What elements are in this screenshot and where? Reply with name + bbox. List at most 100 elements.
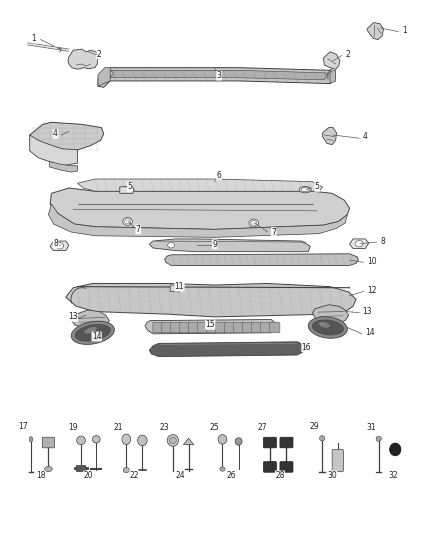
Polygon shape: [367, 22, 384, 39]
Polygon shape: [66, 284, 356, 317]
Polygon shape: [30, 122, 104, 151]
Ellipse shape: [168, 243, 175, 248]
Ellipse shape: [390, 443, 401, 456]
Ellipse shape: [138, 435, 147, 446]
Text: 13: 13: [68, 312, 78, 321]
Text: 4: 4: [53, 130, 58, 139]
FancyBboxPatch shape: [42, 437, 54, 448]
Polygon shape: [120, 186, 134, 193]
Text: 27: 27: [258, 423, 267, 432]
FancyBboxPatch shape: [225, 322, 235, 333]
Ellipse shape: [376, 436, 381, 441]
FancyBboxPatch shape: [263, 437, 276, 448]
Ellipse shape: [251, 220, 257, 225]
Text: 30: 30: [327, 471, 337, 480]
Ellipse shape: [84, 327, 97, 334]
Text: 20: 20: [84, 471, 93, 480]
Text: 32: 32: [388, 471, 398, 480]
Text: 24: 24: [176, 471, 186, 480]
Ellipse shape: [308, 317, 347, 338]
Ellipse shape: [77, 436, 85, 445]
Ellipse shape: [29, 437, 33, 442]
Ellipse shape: [123, 217, 132, 225]
Polygon shape: [50, 188, 350, 229]
Ellipse shape: [235, 438, 242, 445]
FancyBboxPatch shape: [171, 322, 181, 333]
Polygon shape: [322, 127, 336, 144]
Text: 3: 3: [216, 71, 222, 80]
Polygon shape: [98, 68, 110, 86]
FancyBboxPatch shape: [207, 322, 217, 333]
Text: 4: 4: [363, 132, 367, 141]
Text: 31: 31: [367, 423, 376, 432]
FancyBboxPatch shape: [251, 322, 262, 333]
Ellipse shape: [320, 435, 325, 441]
FancyBboxPatch shape: [76, 465, 86, 472]
Text: 5: 5: [315, 182, 320, 191]
Ellipse shape: [123, 467, 129, 473]
Text: 5: 5: [127, 182, 132, 191]
Polygon shape: [48, 204, 347, 237]
Ellipse shape: [170, 437, 177, 443]
FancyBboxPatch shape: [153, 322, 163, 333]
Polygon shape: [68, 49, 98, 69]
Ellipse shape: [75, 325, 110, 341]
FancyBboxPatch shape: [269, 322, 280, 333]
Ellipse shape: [45, 466, 52, 472]
Polygon shape: [78, 179, 322, 191]
FancyBboxPatch shape: [162, 322, 172, 333]
Text: 26: 26: [226, 471, 236, 480]
Ellipse shape: [312, 320, 343, 335]
Text: 25: 25: [210, 423, 219, 432]
Ellipse shape: [167, 434, 179, 446]
Text: 23: 23: [160, 423, 170, 432]
Text: 19: 19: [68, 423, 78, 432]
Text: 11: 11: [175, 282, 184, 291]
Text: 17: 17: [18, 422, 28, 431]
FancyBboxPatch shape: [180, 322, 190, 333]
Text: 22: 22: [129, 471, 139, 480]
FancyBboxPatch shape: [332, 449, 343, 472]
Text: 8: 8: [53, 239, 58, 248]
Ellipse shape: [218, 434, 227, 444]
Text: 2: 2: [345, 50, 350, 59]
Text: 14: 14: [365, 328, 374, 337]
FancyBboxPatch shape: [261, 322, 271, 333]
Polygon shape: [50, 241, 69, 251]
Text: 28: 28: [275, 471, 285, 480]
Text: 7: 7: [271, 228, 276, 237]
FancyBboxPatch shape: [215, 322, 226, 333]
Polygon shape: [184, 438, 194, 445]
Ellipse shape: [124, 219, 131, 224]
FancyBboxPatch shape: [280, 462, 293, 472]
Text: 15: 15: [205, 320, 215, 329]
FancyBboxPatch shape: [243, 322, 253, 333]
Text: 14: 14: [92, 332, 102, 341]
Polygon shape: [165, 254, 358, 265]
Polygon shape: [170, 285, 180, 292]
FancyBboxPatch shape: [263, 462, 276, 472]
Polygon shape: [149, 239, 311, 252]
Ellipse shape: [220, 467, 225, 471]
Polygon shape: [145, 319, 276, 334]
Text: 10: 10: [367, 257, 377, 265]
FancyBboxPatch shape: [189, 322, 199, 333]
Text: 18: 18: [36, 471, 45, 480]
Text: 2: 2: [97, 50, 102, 59]
Ellipse shape: [92, 435, 100, 443]
FancyBboxPatch shape: [280, 437, 293, 448]
Polygon shape: [110, 70, 328, 80]
FancyBboxPatch shape: [233, 322, 244, 333]
Ellipse shape: [122, 434, 131, 445]
Text: 16: 16: [302, 343, 311, 352]
Text: 1: 1: [32, 34, 36, 43]
Polygon shape: [71, 310, 110, 329]
Ellipse shape: [355, 240, 363, 247]
Text: 6: 6: [216, 171, 222, 180]
Text: 7: 7: [136, 225, 141, 234]
Ellipse shape: [299, 187, 311, 193]
Polygon shape: [98, 68, 336, 87]
Polygon shape: [49, 161, 78, 172]
Text: 1: 1: [402, 26, 406, 35]
Polygon shape: [350, 239, 369, 248]
